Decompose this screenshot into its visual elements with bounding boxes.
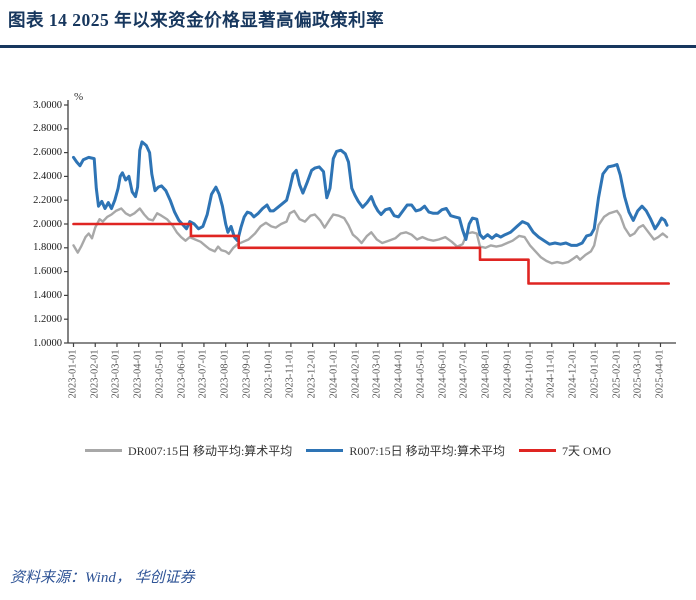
legend-label: 7天 OMO: [562, 443, 612, 458]
x-tick-label: 2023-03-01: [110, 349, 122, 398]
legend-item: DR007:15日 移动平均:算术平均: [84, 442, 293, 459]
x-tick-label: 2023-07-01: [197, 349, 209, 398]
x-tick-label: 2024-12-01: [567, 349, 579, 398]
legend-label: R007:15日 移动平均:算术平均: [349, 443, 505, 458]
y-tick-label: 2.8000: [33, 123, 62, 135]
x-tick-label: 2025-02-01: [611, 349, 622, 398]
legend-item: 7天 OMO: [519, 442, 611, 459]
x-tick-label: 2025-04-01: [654, 349, 666, 398]
y-tick-label: 1.8000: [33, 242, 62, 254]
chart-area: % 3.0000 2.8000 2.6000 2.4000 2.2000 2.0000 1.…: [0, 91, 696, 418]
x-tick-label: 2024-11-01: [545, 349, 557, 398]
y-tick-label: 1.6000: [33, 266, 62, 278]
x-tick-label: 2024-04-01: [393, 349, 405, 398]
y-axis-unit: %: [74, 91, 84, 103]
x-tick-label: 2024-10-01: [524, 349, 536, 398]
x-tick-label: 2024-05-01: [415, 349, 427, 398]
legend-label: DR007:15日 移动平均:算术平均: [127, 443, 293, 458]
legend-line-swatch: [84, 448, 122, 452]
x-tick-label: 2023-11-01: [284, 349, 296, 398]
x-tick-label: 2023-08-01: [219, 349, 231, 398]
y-tick-label: 2.4000: [33, 170, 62, 182]
legend-line-swatch: [306, 448, 344, 452]
x-tick-label: 2024-02-01: [350, 349, 362, 398]
x-tick-label: 2025-01-01: [589, 349, 601, 398]
series-line: [72, 207, 669, 265]
x-tick-label: 2024-09-01: [502, 349, 514, 398]
source-note: 资料来源：Wind， 华创证券: [10, 570, 195, 586]
x-tick-label: 2023-05-01: [154, 349, 166, 398]
line-chart: [64, 100, 676, 347]
x-tick-label: 2023-10-01: [263, 349, 275, 398]
legend-line-swatch: [519, 448, 556, 452]
x-tick-label: 2023-12-01: [306, 349, 318, 398]
y-tick-label: 1.0000: [33, 337, 62, 349]
y-tick-label: 1.2000: [33, 313, 62, 325]
x-tick-label: 2023-09-01: [241, 349, 253, 398]
figure-title: 图表 14 2025 年以来资金价格显著高偏政策利率: [8, 10, 385, 30]
x-tick-label: 2024-06-01: [437, 349, 449, 398]
x-tick-label: 2024-01-01: [328, 349, 340, 398]
y-tick-label: 3.0000: [33, 99, 62, 111]
x-tick-label: 2023-02-01: [89, 349, 101, 398]
x-tick-label: 2024-08-01: [480, 349, 492, 398]
y-tick-label: 2.0000: [33, 218, 62, 230]
series-line: [72, 140, 669, 247]
y-tick-label: 2.6000: [33, 147, 62, 159]
x-tick-label: 2023-01-01: [67, 349, 79, 398]
x-tick-label: 2024-03-01: [371, 349, 383, 398]
x-tick-label: 2024-07-01: [458, 349, 470, 398]
legend-item: R007:15日 移动平均:算术平均: [306, 442, 505, 459]
x-tick-label: 2023-06-01: [176, 349, 188, 398]
y-tick-label: 2.2000: [33, 194, 62, 206]
x-tick-label: 2023-04-01: [132, 349, 144, 398]
chart-legend: DR007:15日 移动平均:算术平均 R007:15日 移动平均:算术平均 7天 …: [0, 442, 696, 458]
title-divider: [0, 45, 696, 48]
x-tick-label: 2025-03-01: [632, 349, 644, 398]
series-line: [72, 222, 671, 285]
y-tick-label: 1.4000: [33, 289, 62, 301]
